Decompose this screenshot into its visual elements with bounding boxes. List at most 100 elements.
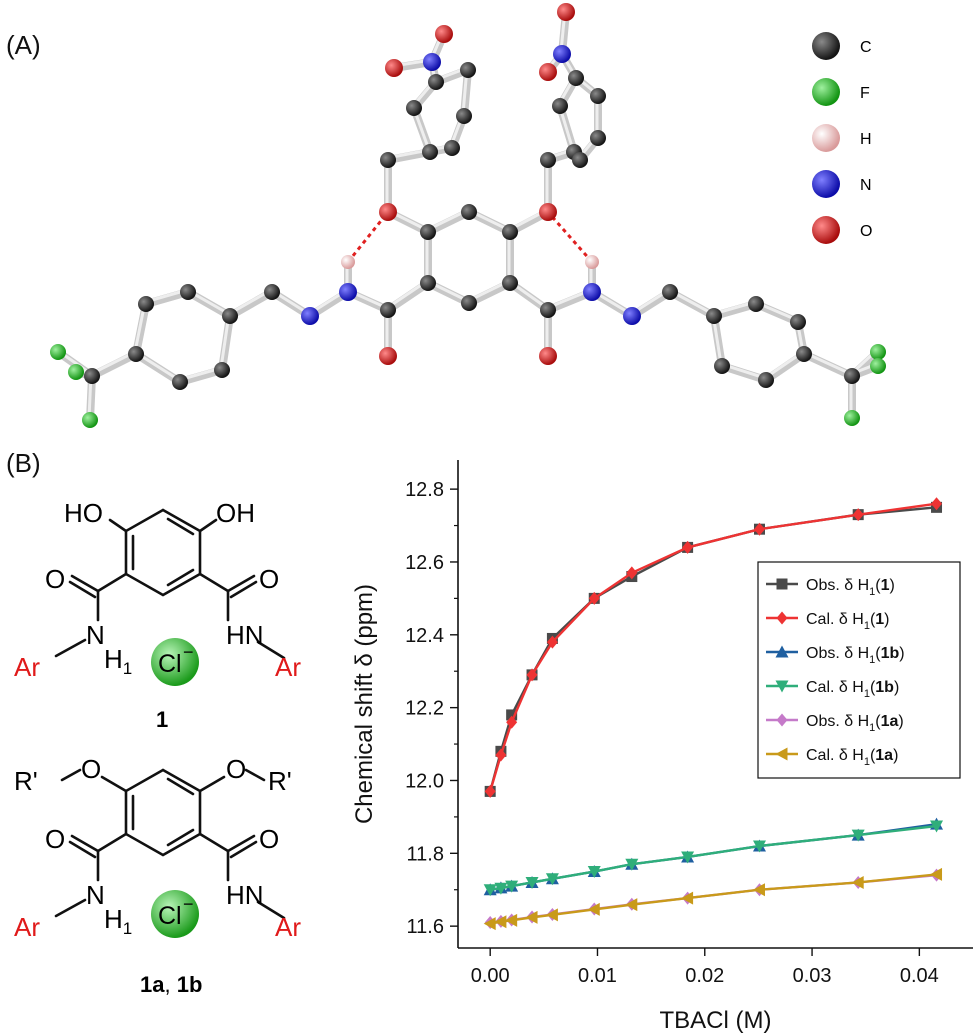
x-tick-label: 0.00 [471, 965, 510, 987]
data-point [588, 591, 600, 605]
data-point [494, 882, 508, 895]
data-point [587, 902, 600, 916]
legend-entry-label: Obs. δ H1(1a) [806, 713, 904, 734]
chart-series [483, 497, 944, 931]
data-point [852, 508, 864, 522]
atom-f [82, 412, 98, 428]
data-point [495, 748, 507, 762]
amide-n-left-2: N [86, 880, 105, 910]
amide-n-left: N [86, 620, 105, 650]
data-point [752, 840, 766, 853]
x-axis-title: TBACl (M) [660, 1007, 772, 1034]
compound-label-separator: , [164, 972, 176, 997]
compound-1ab-skeleton [54, 768, 286, 920]
y-tick-label: 11.8 [407, 843, 444, 865]
carbonyl-o-right: O [259, 564, 279, 594]
atom-c [502, 275, 518, 291]
chemical-structures: HO OH O O N H1 HN Ar Ar Cl − 1 R' O O R'… [14, 498, 301, 997]
data-point [545, 908, 558, 922]
chart-axes: 0.00 0.01 0.02 0.03 0.04 11.6 11.8 12.0 12.2 12.4… [405, 460, 973, 987]
chloride-symbol: Cl [158, 650, 182, 678]
legend-swatch-marker [775, 747, 788, 761]
atom-c [214, 362, 230, 378]
amide-hn-right-2: HN [226, 880, 264, 910]
legend-swatch-marker [776, 611, 788, 625]
legend-swatch-marker [776, 578, 788, 590]
h1-subscript: 1 [123, 659, 132, 678]
amide-hn-right: HN [226, 620, 264, 650]
compound-1-skeleton [54, 508, 286, 660]
data-point [851, 829, 865, 842]
series-3 [483, 820, 944, 897]
atom-c [138, 296, 154, 312]
atom-c [502, 224, 518, 240]
series-1 [484, 497, 943, 798]
atoms [50, 3, 886, 428]
y-tick-label: 11.6 [407, 916, 444, 938]
atom-c [540, 302, 556, 318]
atom-o [385, 59, 403, 77]
atom-c [460, 62, 476, 78]
carbonyl-o-right-2: O [259, 824, 279, 854]
atom-c [748, 296, 764, 312]
data-point [930, 820, 944, 833]
data-point [931, 497, 943, 511]
legend-swatch-marker [775, 680, 789, 693]
legend-atom-c-icon [812, 32, 840, 60]
atom-c [128, 346, 144, 362]
atom-c [552, 98, 568, 114]
y-tick-label: 12.6 [405, 552, 444, 574]
carbonyl-o-left-2: O [45, 824, 65, 854]
h1-label-2: H1 [104, 904, 132, 938]
atom-n [301, 307, 319, 325]
data-point [545, 873, 559, 886]
atom-f [68, 364, 84, 380]
h1-symbol-2: H [104, 904, 123, 934]
bond [88, 350, 140, 380]
legend-entry-label: Obs. δ H1(1b) [806, 645, 905, 666]
chloride-charge: − [183, 642, 194, 662]
chloride-charge-2: − [183, 894, 194, 914]
data-point [851, 875, 864, 889]
atom-n [583, 283, 601, 301]
data-point [753, 522, 765, 536]
data-point [505, 913, 518, 927]
atom-c [380, 302, 396, 318]
data-point [587, 866, 601, 879]
atom-f [870, 344, 886, 360]
chloride-ion-1: Cl − [151, 638, 199, 686]
data-point [626, 566, 638, 580]
legend-swatch-marker [775, 645, 789, 658]
atom-h [585, 255, 599, 269]
x-tick-label: 0.03 [793, 965, 832, 987]
atom-c [540, 152, 556, 168]
panel-a-label: (A) [6, 30, 41, 60]
data-point [483, 917, 496, 931]
ether-o-right: O [226, 754, 246, 784]
compound-1b-label: 1b [177, 972, 203, 997]
legend-atom-f-label: F [860, 85, 870, 102]
atom-o [539, 347, 557, 365]
atom-o [379, 347, 397, 365]
atom-legend: C F H N O [812, 32, 872, 244]
atom-c [590, 130, 606, 146]
legend-box [757, 561, 961, 779]
atom-c [714, 358, 730, 374]
atom-c [222, 308, 238, 324]
atom-f [50, 344, 66, 360]
atom-o [539, 203, 557, 221]
x-tick-label: 0.04 [900, 965, 939, 987]
oh-label: OH [216, 498, 255, 528]
y-tick-label: 12.2 [405, 698, 444, 720]
legend-swatch-marker [776, 713, 788, 727]
ar-left-2: Ar [14, 912, 40, 942]
compound-1-label: 1 [156, 707, 168, 732]
bond [226, 288, 276, 320]
data-point [682, 540, 694, 554]
data-point [483, 884, 497, 897]
data-point [506, 709, 518, 721]
data-point [525, 876, 539, 889]
legend-atom-n-icon [812, 170, 840, 198]
y-tick-label: 12.4 [405, 625, 444, 647]
data-point [506, 715, 518, 729]
